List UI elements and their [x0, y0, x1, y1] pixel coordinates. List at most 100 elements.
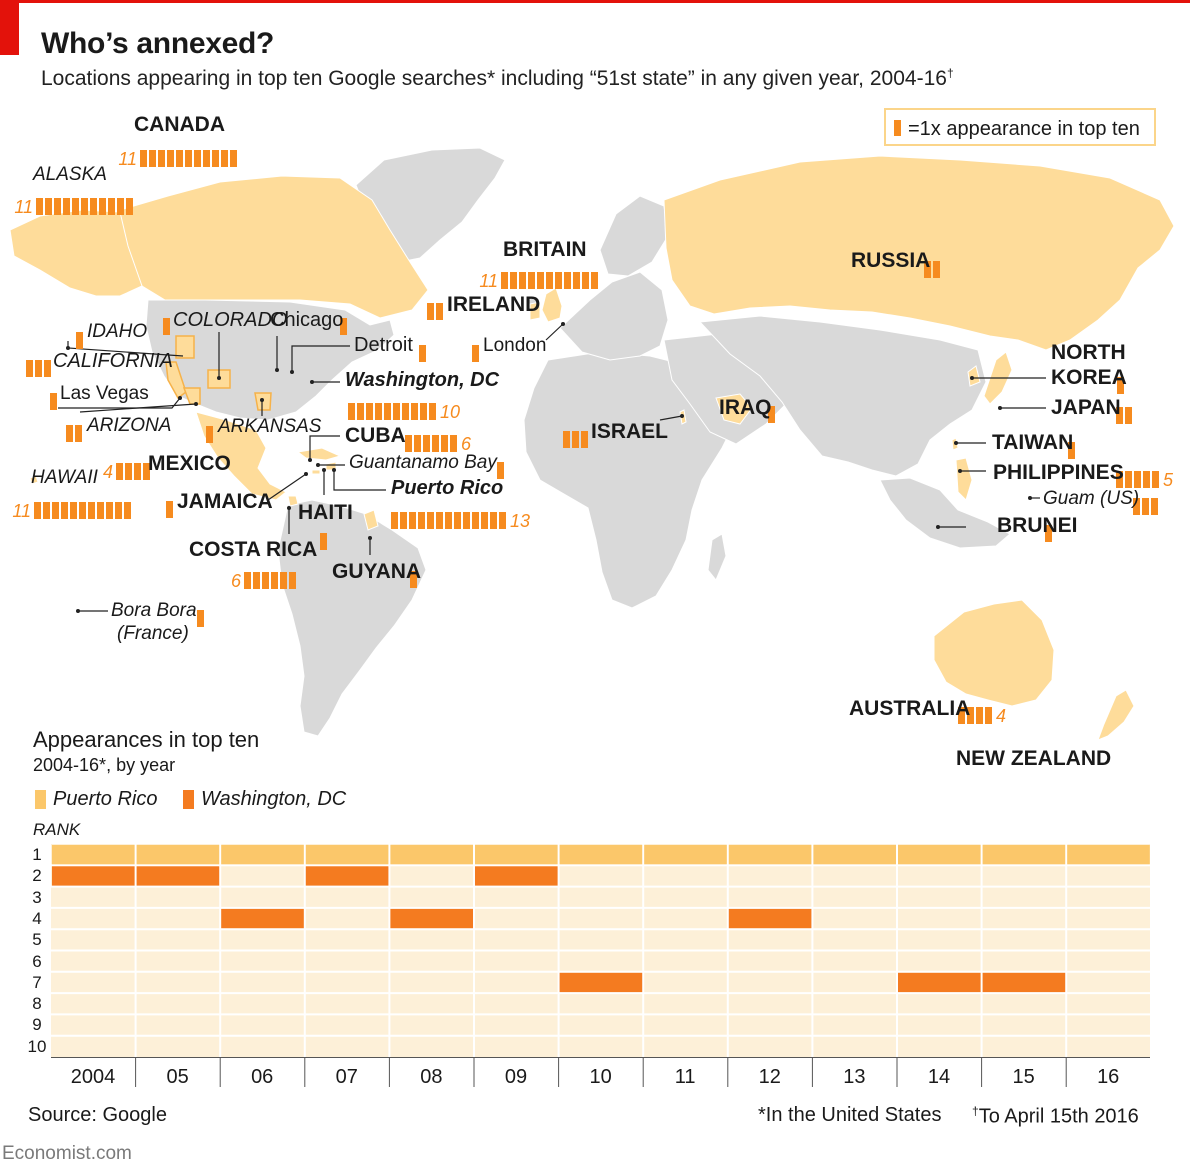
- dot-israel: [680, 414, 684, 418]
- tally-mark-alaska: [81, 198, 88, 215]
- iraq-shape: [715, 393, 753, 425]
- tally-mark-britain: [528, 272, 535, 289]
- dot-arizona: [194, 402, 198, 406]
- map-label-israel: ISRAEL: [591, 420, 669, 443]
- tally-mark-alaska: [108, 198, 115, 215]
- tally-mark-guam: [1142, 498, 1149, 515]
- rank-label: 7: [32, 972, 42, 992]
- tally-mark-haiti: [320, 533, 327, 550]
- rank-cell-washington-dc: [475, 866, 558, 886]
- tally-mark-alaska: [45, 198, 52, 215]
- year-label: 10: [589, 1066, 612, 1088]
- tally-count-philippines: 5: [1163, 470, 1174, 490]
- tally-mark-australia: [976, 707, 983, 724]
- tally-mark-japan: [1116, 407, 1123, 424]
- legend-washington-dc-swatch: [183, 790, 194, 809]
- dot-taiwan: [954, 441, 958, 445]
- leader-london: [545, 323, 564, 341]
- tally-count-cuba: 6: [461, 434, 472, 454]
- tally-mark-northkorea: [1117, 377, 1124, 394]
- tally-mark-washingtondc: [420, 403, 427, 420]
- map-label-haiti: HAITI: [298, 501, 353, 524]
- tally-mark-washingtondc: [411, 403, 418, 420]
- us-state-outlines: [165, 335, 272, 411]
- rank-cell-washington-dc: [305, 866, 389, 886]
- map-label-jamaica: JAMAICA: [177, 490, 273, 513]
- se-asia-shape: [879, 477, 1011, 549]
- dot-guyana: [368, 536, 372, 540]
- california-outline: [165, 361, 187, 400]
- rank-cell-washington-dc: [390, 908, 473, 929]
- tally-count-alaska: 11: [14, 197, 33, 217]
- year-label: 05: [166, 1066, 189, 1088]
- asia-shape: [698, 315, 987, 477]
- tally-mark-philippines: [1125, 471, 1132, 488]
- year-label: 07: [335, 1066, 358, 1088]
- tally-mark-washingtondc: [366, 403, 373, 420]
- tally-mark-guyana: [410, 571, 417, 588]
- tally-mark-alaska: [90, 198, 97, 215]
- legend-text: =1x appearance in top ten: [908, 118, 1140, 140]
- tally-mark-arkansas: [206, 426, 213, 443]
- tally-mark-israel: [563, 431, 570, 448]
- map-label-london: London: [483, 335, 547, 356]
- footnote-date: †To April 15th 2016: [972, 1104, 1139, 1129]
- tally-mark-britain: [555, 272, 562, 289]
- tally-mark-jamaica: [166, 501, 173, 518]
- map-label-borabora-line2: (France): [117, 623, 189, 644]
- tally-mark-detroit: [419, 345, 426, 362]
- tally-mark-colorado: [163, 318, 170, 335]
- dot-detroit: [290, 370, 294, 374]
- tally-mark-puertorico: [490, 512, 497, 529]
- rank-label: 1: [32, 845, 42, 864]
- rank-cell-puerto-rico: [728, 845, 812, 865]
- tally-mark-hawaii: [61, 502, 68, 519]
- map-label-iraq: IRAQ: [719, 396, 772, 419]
- tally-mark-costarica: [280, 572, 287, 589]
- tally-mark-iraq: [768, 406, 775, 423]
- tally-mark-mexico: [143, 463, 150, 480]
- map-label-northkorea: NORTH: [1051, 341, 1126, 364]
- tally-mark-puertorico: [472, 512, 479, 529]
- tally-mark-costarica: [289, 572, 296, 589]
- tally-mark-costarica: [244, 572, 251, 589]
- tally-mark-puertorico: [418, 512, 425, 529]
- tally-mark-canada: [158, 150, 165, 167]
- year-label: 14: [927, 1066, 951, 1088]
- year-label: 11: [674, 1066, 696, 1088]
- dot-northkorea: [970, 376, 974, 380]
- tally-mark-puertorico: [445, 512, 452, 529]
- tally-mark-puertorico: [400, 512, 407, 529]
- highlighted-countries: [9, 155, 1175, 740]
- tally-mark-canada: [149, 150, 156, 167]
- rank-cell-washington-dc: [728, 908, 812, 929]
- rank-label: 2: [32, 866, 42, 886]
- tally-mark-israel: [581, 431, 588, 448]
- tally-mark-hawaii: [43, 502, 50, 519]
- tally-mark-britain: [510, 272, 517, 289]
- rank-label: 6: [32, 951, 42, 971]
- tally-mark-washingtondc: [402, 403, 409, 420]
- tally-mark-chicago: [340, 318, 347, 335]
- tally-mark-britain: [519, 272, 526, 289]
- map-label-chicago: Chicago: [270, 309, 344, 331]
- tally-mark-washingtondc: [375, 403, 382, 420]
- dot-chicago: [275, 368, 279, 372]
- tally-mark-cuba: [432, 435, 439, 452]
- leader-jamaica: [267, 473, 307, 501]
- map-label-guantanamo: Guantanamo Bay: [349, 452, 497, 473]
- year-label: 2004: [70, 1066, 116, 1088]
- year-label: 13: [843, 1066, 866, 1088]
- tally-mark-australia: [967, 707, 974, 724]
- map-label-alaska: ALASKA: [33, 164, 107, 185]
- tally-mark-costarica: [262, 572, 269, 589]
- new-zealand-shape: [1097, 689, 1135, 740]
- tally-count-washingtondc: 10: [440, 402, 460, 422]
- dot-arkansas: [260, 398, 264, 402]
- tally-mark-alaska: [117, 198, 124, 215]
- rank-cell-puerto-rico: [898, 845, 981, 865]
- map-label-britain: BRITAIN: [503, 238, 587, 261]
- dot-london: [561, 322, 565, 326]
- tally-mark-russia: [933, 261, 940, 278]
- dot-borabora: [76, 609, 80, 613]
